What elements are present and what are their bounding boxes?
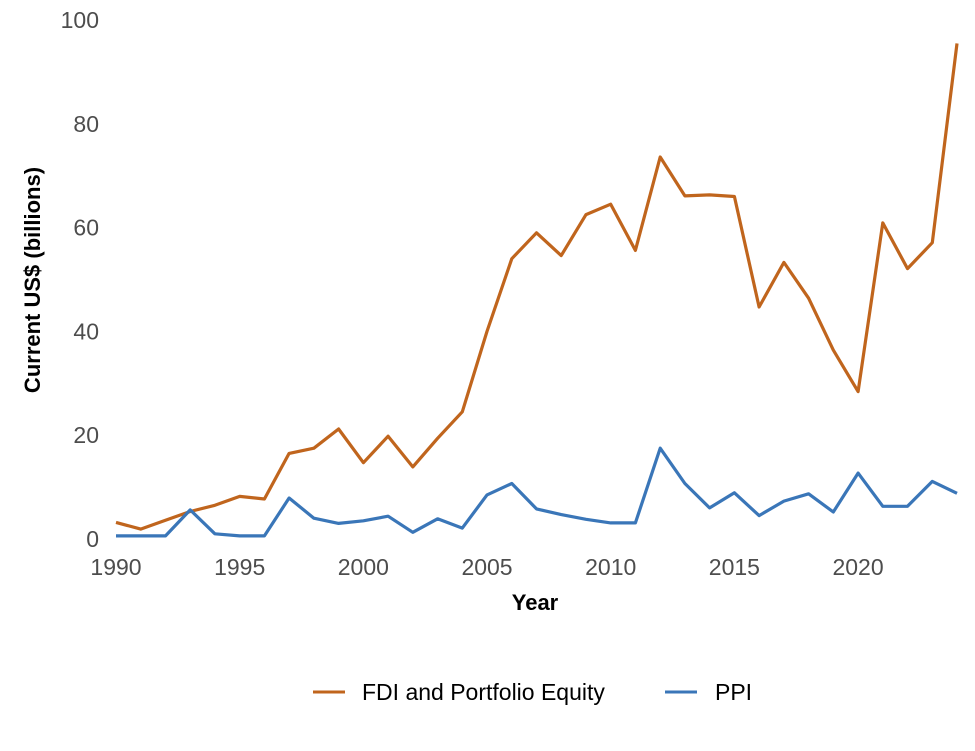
x-tick-label: 1995 xyxy=(214,554,265,580)
y-tick-label: 100 xyxy=(61,7,99,33)
series-lines xyxy=(115,43,959,538)
legend-label-fdi: FDI and Portfolio Equity xyxy=(362,679,605,705)
y-tick-label: 0 xyxy=(86,526,99,552)
x-tick-label: 1990 xyxy=(90,554,141,580)
y-tick-label: 40 xyxy=(73,318,99,344)
y-tick-label: 20 xyxy=(73,422,99,448)
x-axis-title: Year xyxy=(512,590,559,615)
y-tick-label: 60 xyxy=(73,215,99,241)
series-line-ppi xyxy=(116,446,958,538)
y-axis-ticks: 0 20 40 60 80 100 xyxy=(61,7,99,552)
x-tick-label: 2005 xyxy=(461,554,512,580)
x-tick-label: 2020 xyxy=(832,554,883,580)
series-line-fdi xyxy=(115,43,959,531)
x-axis-ticks: 1990 1995 2000 2005 2010 2015 2020 xyxy=(90,554,883,580)
legend: FDI and Portfolio Equity PPI xyxy=(313,679,752,705)
x-tick-label: 2015 xyxy=(709,554,760,580)
y-tick-label: 80 xyxy=(73,111,99,137)
x-tick-label: 2010 xyxy=(585,554,636,580)
y-axis-title: Current US$ (billions) xyxy=(20,167,45,393)
x-tick-label: 2000 xyxy=(338,554,389,580)
legend-label-ppi: PPI xyxy=(715,679,752,705)
